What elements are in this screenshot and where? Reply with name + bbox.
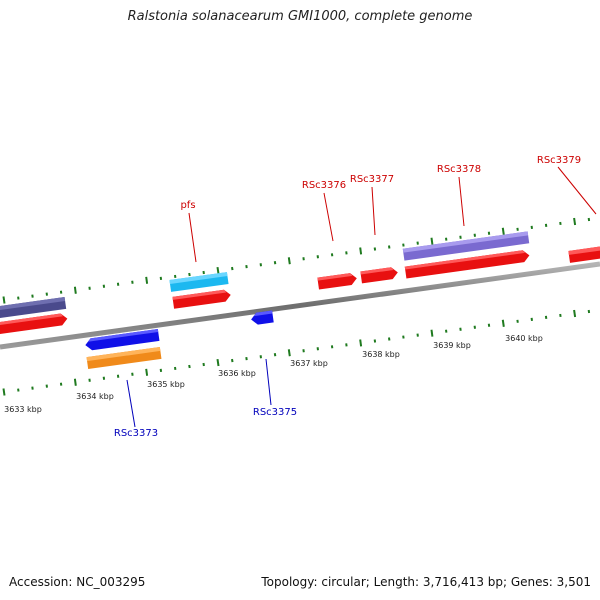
accession-text: Accession: NC_003295 — [9, 575, 146, 589]
feature-blue-rsc3375[interactable] — [250, 310, 274, 326]
feature-cyan-pfs[interactable] — [169, 272, 229, 292]
scale-label: 3638 kbp — [362, 350, 400, 359]
scale-tick — [273, 261, 277, 265]
scale-tick — [216, 266, 220, 275]
scale-label: 3637 kbp — [290, 359, 328, 368]
gene-label-rsc3376[interactable]: RSc3376 — [302, 180, 346, 191]
scale-tick — [2, 296, 6, 304]
feature-red-left[interactable] — [0, 313, 68, 337]
connector-rsc3379 — [557, 166, 597, 215]
feature-red-rsc3377[interactable] — [360, 266, 398, 284]
gene-label-rsc3378[interactable]: RSc3378 — [437, 164, 481, 175]
feature-navy-left[interactable] — [0, 296, 67, 321]
scale-tick — [287, 349, 291, 357]
inner-tick-track — [2, 309, 591, 396]
scale-tick — [359, 339, 363, 347]
scale-tick — [273, 353, 277, 357]
feature-red-rsc3376[interactable] — [317, 272, 357, 290]
scale-tick — [287, 257, 291, 265]
feature-blue-rsc3373[interactable] — [85, 328, 160, 351]
scale-tick — [359, 247, 363, 255]
scale-tick — [73, 378, 77, 386]
connector-rsc3375 — [265, 358, 272, 406]
feature-red-rsc3379[interactable] — [568, 245, 600, 263]
scale-tick — [430, 329, 434, 337]
scale-tick — [573, 217, 577, 226]
feature-red-pfs[interactable] — [172, 289, 231, 309]
scale-tick — [231, 266, 234, 271]
connector-rsc3378 — [458, 176, 465, 227]
scale-tick — [216, 358, 220, 367]
feature-purple-rsc3378[interactable] — [402, 231, 530, 261]
outer-tick-track — [2, 217, 591, 304]
scale-tick — [430, 237, 434, 245]
scale-label: 3639 kbp — [433, 341, 471, 350]
gene-label-rsc3375[interactable]: RSc3375 — [253, 407, 297, 418]
feature-red-rsc3378[interactable] — [404, 249, 530, 279]
scale-label: 3635 kbp — [147, 380, 185, 389]
scale-tick — [188, 364, 191, 369]
gene-label-pfs[interactable]: pfs — [180, 200, 195, 211]
scale-tick — [188, 272, 191, 277]
scale-tick — [73, 286, 77, 294]
gene-label-rsc3379[interactable]: RSc3379 — [537, 155, 581, 166]
connector-rsc3376 — [323, 192, 334, 242]
scale-tick — [501, 319, 505, 327]
scale-label: 3640 kbp — [505, 334, 543, 343]
backbone-line — [0, 261, 600, 350]
map-title: Ralstonia solanacearum GMI1000, complete… — [127, 9, 473, 24]
feature-orange-rsc3373[interactable] — [86, 346, 162, 370]
scale-tick — [573, 309, 577, 318]
scale-tick — [231, 358, 234, 363]
scale-tick — [2, 388, 6, 396]
gene-label-rsc3377[interactable]: RSc3377 — [350, 174, 394, 185]
scale-label: 3633 kbp — [4, 405, 42, 414]
gene-label-rsc3373[interactable]: RSc3373 — [114, 428, 158, 439]
scale-label: 3634 kbp — [76, 392, 114, 401]
scale-tick — [145, 276, 149, 284]
scale-tick — [501, 227, 505, 235]
scale-label: 3636 kbp — [218, 369, 256, 378]
scale-tick — [145, 368, 149, 376]
topology-summary: Topology: circular; Length: 3,716,413 bp… — [261, 575, 591, 589]
connector-rsc3377 — [371, 186, 376, 236]
connector-pfs — [188, 212, 197, 263]
connector-rsc3373 — [126, 379, 136, 428]
